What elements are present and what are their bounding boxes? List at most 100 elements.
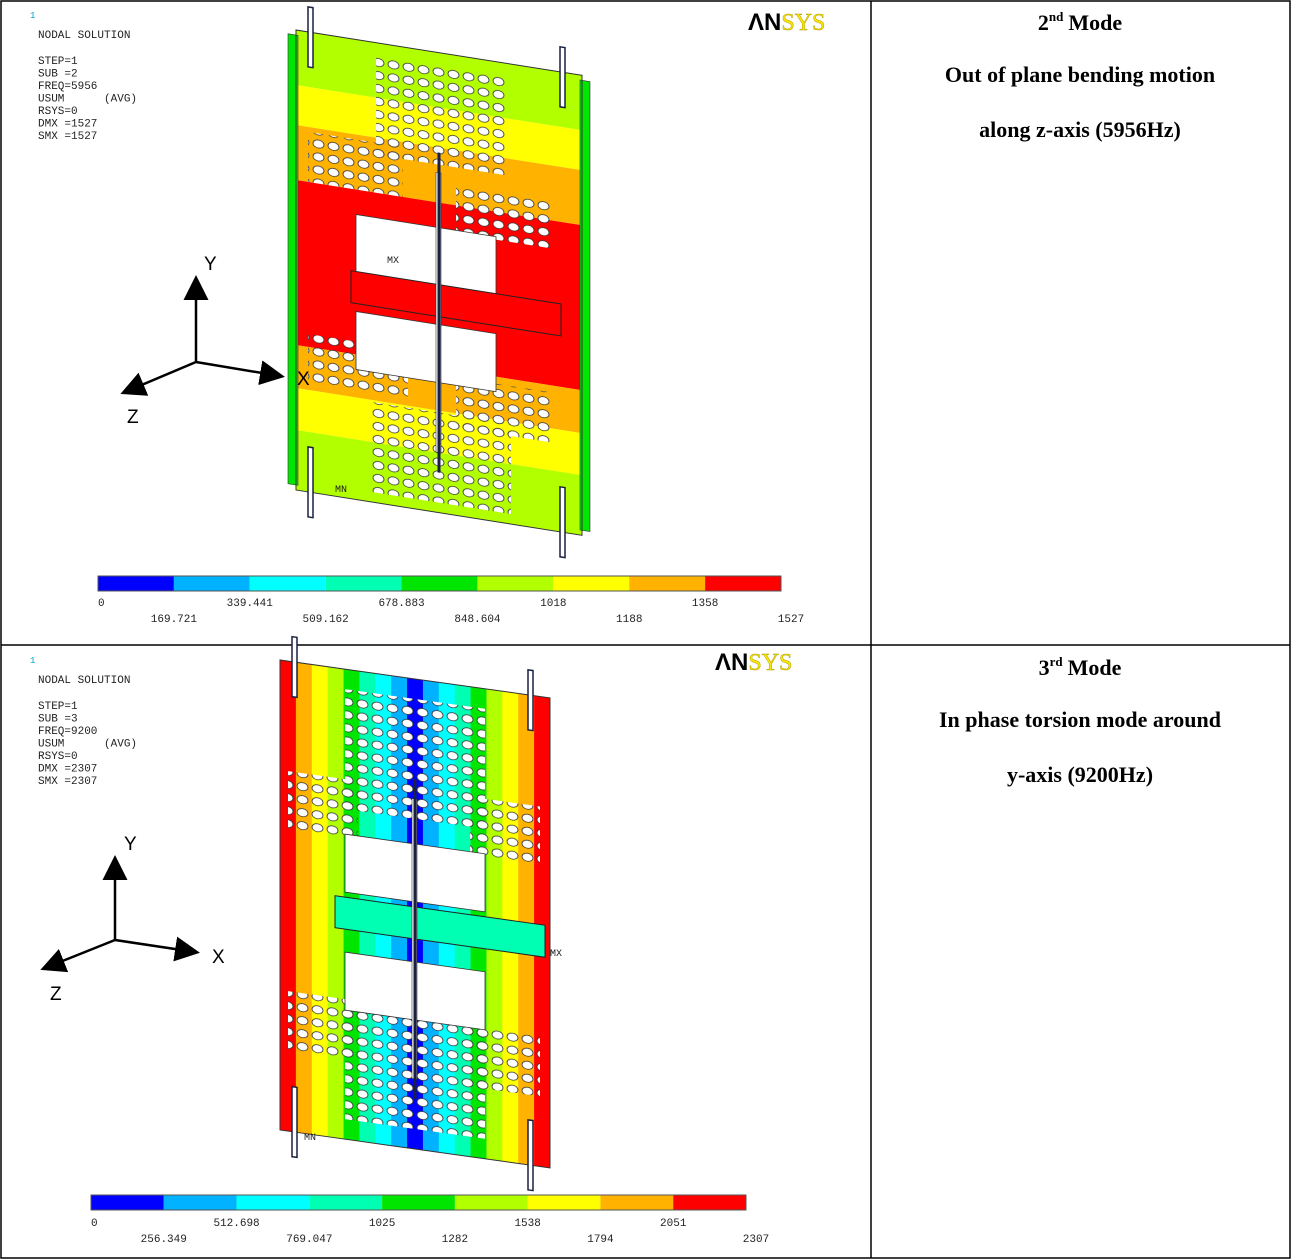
legend-label: 678.883 xyxy=(378,598,424,610)
legend-label: 1527 xyxy=(778,614,804,626)
spring-slot xyxy=(560,487,565,558)
axis-arrow xyxy=(125,362,196,392)
spring-slot xyxy=(292,1087,297,1158)
mode-word: Mode xyxy=(1068,10,1122,35)
mode-number: 3 xyxy=(1039,655,1050,680)
legend-label: 509.162 xyxy=(303,614,349,626)
axis-arrow xyxy=(196,362,280,376)
result-info: DMX =2307 xyxy=(38,764,97,776)
mode-description: along z-axis (5956Hz) xyxy=(979,117,1181,142)
result-info: USUM (AVG) xyxy=(38,94,137,106)
stress-band xyxy=(296,662,312,1134)
legend-label: 169.721 xyxy=(151,614,198,626)
max-marker: MX xyxy=(387,256,399,267)
result-info: DMX =1527 xyxy=(38,119,97,131)
mode-description: y-axis (9200Hz) xyxy=(1007,762,1153,787)
result-info: SMX =2307 xyxy=(38,776,97,788)
legend-label: 512.698 xyxy=(213,1218,259,1230)
mode-title: 3rd Mode xyxy=(1039,654,1122,680)
spring-slot xyxy=(308,447,313,518)
axis-label: X xyxy=(297,369,310,390)
legend-swatch xyxy=(629,576,705,591)
legend-swatch xyxy=(174,576,250,591)
result-info: SMX =1527 xyxy=(38,131,97,143)
min-marker: MN xyxy=(335,485,347,496)
mode-description: In phase torsion mode around xyxy=(939,707,1221,732)
legend-swatch xyxy=(164,1195,237,1210)
device xyxy=(288,4,590,562)
legend-swatch xyxy=(600,1195,673,1210)
axis-label: Y xyxy=(204,254,217,275)
result-header: NODAL SOLUTION xyxy=(38,30,130,42)
stress-band xyxy=(312,664,328,1136)
logo-light: SYS xyxy=(781,10,825,36)
ansys-logo: ΛNSYS xyxy=(748,9,825,36)
legend-swatch xyxy=(309,1195,382,1210)
legend-label: 1358 xyxy=(692,598,718,610)
page: 1NODAL SOLUTIONSTEP=1SUB =2FREQ=5956USUM… xyxy=(0,0,1291,1259)
legend-label: 256.349 xyxy=(141,1234,187,1246)
legend-swatch xyxy=(250,576,326,591)
table-border xyxy=(1,1,1290,1258)
result-header: NODAL SOLUTION xyxy=(38,675,130,687)
spring-slot xyxy=(528,670,533,731)
spring-slot xyxy=(308,7,313,68)
spring-slot xyxy=(528,1120,533,1191)
legend-swatch xyxy=(673,1195,746,1210)
legend-swatch xyxy=(528,1195,601,1210)
mode-description: Out of plane bending motion xyxy=(945,62,1215,87)
legend-swatch xyxy=(237,1195,310,1210)
legend-label: 848.604 xyxy=(454,614,501,626)
axis-label: Z xyxy=(127,407,139,428)
mode-suffix: rd xyxy=(1050,654,1064,669)
result-info: FREQ=5956 xyxy=(38,81,97,93)
result-info: RSYS=0 xyxy=(38,751,78,763)
legend-label: 1018 xyxy=(540,598,566,610)
axis-label: Z xyxy=(50,984,62,1005)
ansys-logo: ΛNSYS xyxy=(715,649,792,676)
logo-bold: ΛN xyxy=(715,649,748,676)
legend-label: 1794 xyxy=(587,1234,614,1246)
legend-label: 1538 xyxy=(514,1218,540,1230)
max-marker: MX xyxy=(550,949,562,960)
spring-slot xyxy=(292,637,297,698)
legend-swatch xyxy=(91,1195,164,1210)
legend-label: 769.047 xyxy=(286,1234,332,1246)
logo-bold: ΛN xyxy=(748,9,781,36)
result-info: SUB =3 xyxy=(38,714,78,726)
legend-swatch xyxy=(98,576,174,591)
legend-label: 0 xyxy=(91,1218,98,1230)
legend-swatch xyxy=(382,1195,455,1210)
legend-label: 1188 xyxy=(616,614,642,626)
result-info: STEP=1 xyxy=(38,56,78,68)
axis-arrow xyxy=(115,940,195,952)
spring-slot xyxy=(560,47,565,108)
legend-label: 2051 xyxy=(660,1218,687,1230)
axis-label: X xyxy=(212,947,225,968)
hole-array xyxy=(288,771,358,841)
axis-label: Y xyxy=(124,834,137,855)
legend-label: 1282 xyxy=(442,1234,468,1246)
legend-label: 339.441 xyxy=(227,598,274,610)
result-info: STEP=1 xyxy=(38,701,78,713)
legend-label: 0 xyxy=(98,598,105,610)
legend-swatch xyxy=(455,1195,528,1210)
legend-label: 2307 xyxy=(743,1234,769,1246)
result-info: USUM (AVG) xyxy=(38,739,137,751)
logo-light: SYS xyxy=(748,650,792,676)
result-info: RSYS=0 xyxy=(38,106,78,118)
min-marker: MN xyxy=(304,1133,316,1144)
stress-band xyxy=(280,660,296,1132)
result-info: FREQ=9200 xyxy=(38,726,97,738)
legend-swatch xyxy=(477,576,553,591)
mode-suffix: nd xyxy=(1049,9,1064,24)
mode-word: Mode xyxy=(1068,655,1122,680)
legend-swatch xyxy=(402,576,478,591)
device xyxy=(280,635,551,1193)
legend-swatch xyxy=(326,576,402,591)
axis-arrow xyxy=(45,940,115,968)
legend-swatch xyxy=(553,576,629,591)
